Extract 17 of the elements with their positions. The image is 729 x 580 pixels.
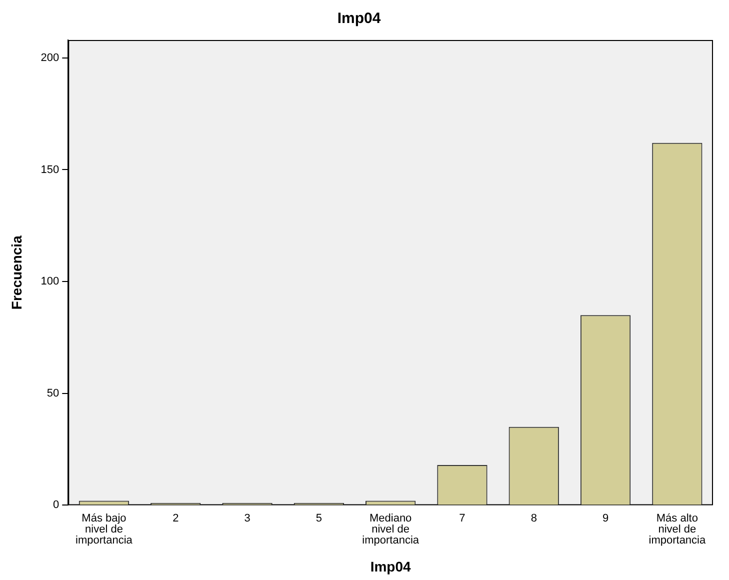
y-tick-label: 50: [46, 387, 60, 400]
x-tick-label: 5: [316, 512, 322, 525]
chart-title: Imp04: [337, 10, 382, 28]
x-tick-label: Más bajo nivel de importancia: [76, 512, 134, 547]
x-tick-label: 9: [602, 512, 609, 525]
x-tick-label: 3: [244, 512, 250, 525]
x-tick-label: Más alto nivel de importancia: [648, 512, 706, 547]
x-tick-label: 7: [459, 512, 466, 525]
x-tick-label: 8: [530, 512, 537, 525]
y-tick-label: 0: [53, 499, 60, 512]
y-tick-label: 150: [40, 164, 60, 176]
x-tick-label: 2: [172, 512, 179, 525]
y-tick-label: 100: [40, 276, 60, 288]
y-axis-title: Frecuencia: [8, 235, 24, 310]
x-tick-label: Mediano nivel de importancia: [362, 512, 420, 547]
y-tick-label: 200: [40, 52, 60, 64]
x-axis-title: Imp04: [370, 558, 412, 574]
